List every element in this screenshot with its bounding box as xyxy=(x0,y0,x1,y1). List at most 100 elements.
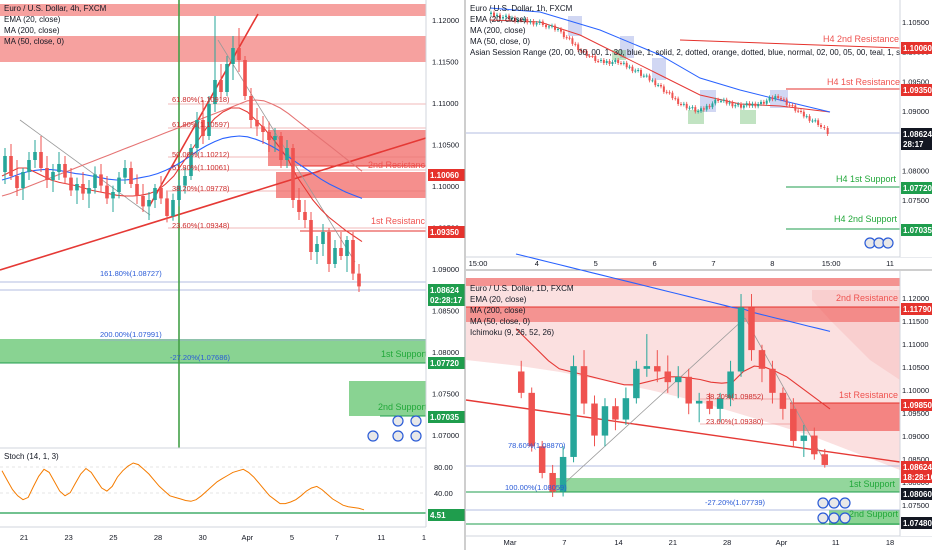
price-axis-label: 1.07500 xyxy=(902,196,929,205)
zone-label: 2nd Support xyxy=(378,402,428,412)
candle-up xyxy=(505,15,507,17)
candle-up xyxy=(117,177,121,192)
candle-down xyxy=(617,60,620,63)
candle-up xyxy=(737,104,740,106)
indicator-legend: MA (200, close) xyxy=(470,26,526,35)
zone-label: H4 1st Resistance xyxy=(827,77,900,87)
candle-up xyxy=(27,160,31,172)
candle-up xyxy=(490,12,492,14)
candle-down xyxy=(357,273,361,287)
candle-up xyxy=(3,156,7,172)
candle-down xyxy=(702,108,705,110)
price-tag-1st-support: 1.07720 xyxy=(430,359,459,368)
candle-down xyxy=(9,156,13,176)
time-axis-label: 21 xyxy=(669,538,677,547)
candle-down xyxy=(582,51,585,52)
price-axis-label: 1.11000 xyxy=(432,99,459,108)
candle-up xyxy=(611,62,614,64)
candle-down xyxy=(327,232,331,264)
candle-down xyxy=(731,102,734,107)
candle-down xyxy=(545,25,547,28)
panel-1h[interactable]: H4 2nd Resistance H4 1st Resistance H4 1st… xyxy=(464,0,932,550)
time-axis-label: Mar xyxy=(504,538,517,547)
candle-down xyxy=(654,80,657,86)
candle-up xyxy=(657,85,660,86)
time-axis-label: 11 xyxy=(832,538,840,547)
price-tag-1st-resistance-1d: 1.09850 xyxy=(903,401,932,410)
candle-up xyxy=(605,61,608,63)
candle-down xyxy=(499,14,501,19)
fib-label: 23.60%(1.09380) xyxy=(706,417,764,426)
candle-down xyxy=(612,406,619,420)
candle-up xyxy=(760,101,762,104)
candle-up xyxy=(559,456,567,492)
candle-down xyxy=(677,98,680,104)
candle-up xyxy=(231,48,235,64)
candle-down xyxy=(791,105,794,107)
asian-session-box xyxy=(700,90,716,112)
stoch-level-label: 40.00 xyxy=(434,489,453,498)
fib-label: 61.80%(1.10918) xyxy=(172,95,230,104)
current-price-tag: 1.08624 xyxy=(430,286,459,295)
price-axis-label: 1.08500 xyxy=(902,455,929,464)
price-tag-h4-1st-resistance-bg xyxy=(901,84,932,96)
candle-up xyxy=(333,248,337,264)
candle-down xyxy=(685,103,688,109)
countdown-timer: 18:28:16 xyxy=(903,473,932,482)
candle-down xyxy=(538,446,546,473)
candle-down xyxy=(541,21,544,25)
ascending-trendline[interactable] xyxy=(0,137,427,271)
time-axis-label: 6 xyxy=(652,259,656,268)
candle-up xyxy=(87,188,91,194)
candle-down xyxy=(823,127,826,128)
indicator-legend: Asian Session Range (20, 00, 00, 00, 1, … xyxy=(470,48,932,57)
candle-up xyxy=(195,120,199,148)
news-flags[interactable] xyxy=(367,415,422,442)
candle-up xyxy=(622,398,630,420)
candle-up xyxy=(691,107,694,109)
candle-down xyxy=(351,240,355,274)
price-axis-label: 1.09000 xyxy=(432,265,459,274)
ema20-line-1d xyxy=(515,328,831,410)
fib-label: -27.20%(1.07739) xyxy=(705,498,766,507)
candle-up xyxy=(722,99,725,101)
stoch-pane[interactable] xyxy=(0,449,426,527)
asian-session-box xyxy=(770,90,788,108)
fib-label: 200.00%(1.07991) xyxy=(100,330,162,339)
price-tag-2nd-resistance-1d: 1.11790 xyxy=(903,305,932,314)
countdown-timer: 28:17 xyxy=(903,140,924,149)
current-price-tag-bg xyxy=(901,128,932,150)
indicator-legend: EMA (20, close) xyxy=(470,15,527,24)
price-tag-h4-2nd-support: 1.07035 xyxy=(903,226,932,235)
candle-up xyxy=(688,107,691,109)
candle-down xyxy=(748,103,751,106)
candle-up xyxy=(728,102,731,104)
panel-4h[interactable]: 61.80%(1.10918) 61.80%(1.10597) 50.00%(1.1… xyxy=(0,0,465,550)
candle-down xyxy=(769,368,776,393)
stoch-value-tag: 4.51 xyxy=(430,511,446,520)
candle-up xyxy=(538,21,541,23)
news-flags-1h[interactable] xyxy=(864,237,894,249)
candle-up xyxy=(622,62,625,64)
channel-trendline[interactable] xyxy=(149,13,259,206)
candle-down xyxy=(528,392,535,447)
candle-up xyxy=(700,108,702,111)
candle-down xyxy=(771,97,774,100)
panel-1d[interactable]: 38.20%(1.09852) 23.60%(1.09380) 78.60%(1.0… xyxy=(465,253,932,547)
candle-down xyxy=(532,21,535,25)
candle-up xyxy=(745,103,748,106)
dotted-fib-line-2 xyxy=(19,119,151,216)
first-resistance-zone-1d xyxy=(790,403,900,431)
indicator-legend: MA (200, close) xyxy=(470,306,526,315)
news-flags-1d[interactable] xyxy=(817,497,851,524)
candle-down xyxy=(560,29,562,32)
candle-down xyxy=(574,43,577,45)
current-price-tag: 1.08624 xyxy=(903,463,932,472)
time-axis-label: Apr xyxy=(241,533,253,542)
candle-down xyxy=(602,60,605,63)
candle-up xyxy=(75,184,79,191)
candle-up xyxy=(774,96,777,100)
descending-trendline-1d[interactable] xyxy=(465,399,901,463)
